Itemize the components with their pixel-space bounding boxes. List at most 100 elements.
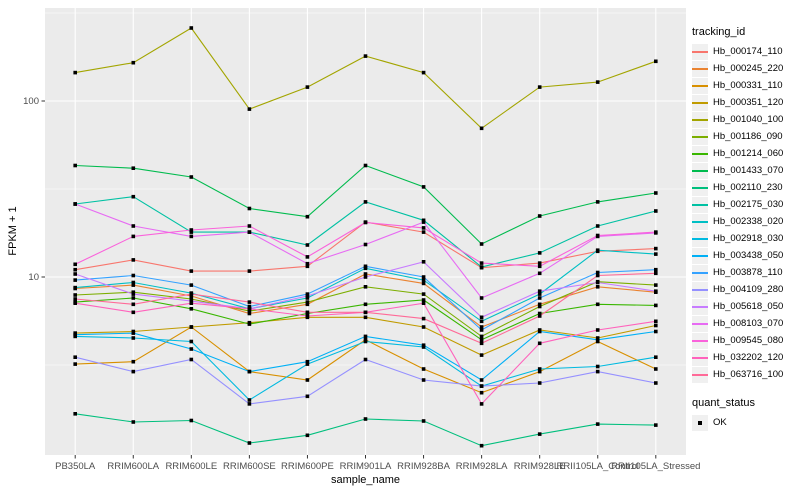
data-point [131, 310, 136, 315]
legend-item-label: Hb_005618_050 [713, 301, 784, 312]
x-tick-label: RRIM928BA [397, 461, 450, 472]
legend-line-icon [692, 169, 708, 172]
data-point [247, 369, 252, 374]
data-point [537, 329, 542, 334]
data-point [189, 297, 194, 301]
legend-key-swatch [692, 77, 708, 94]
x-tick-label: PB350LA [55, 461, 96, 472]
data-point [421, 260, 426, 264]
data-point [537, 214, 542, 218]
data-point [131, 336, 136, 340]
data-point [247, 206, 252, 211]
data-point [189, 301, 194, 305]
legend-key-swatch [692, 349, 708, 366]
data-point [305, 359, 310, 364]
legend-line-icon [692, 220, 708, 223]
x-tick-label: RRIM928LA [456, 461, 508, 472]
data-point [421, 220, 426, 224]
data-point [479, 319, 484, 324]
legend-key-swatch [692, 60, 708, 77]
legend-line-icon [692, 373, 708, 376]
x-tick-label: RRII105LA_Control [557, 461, 639, 472]
data-point [479, 126, 484, 131]
data-point [305, 378, 310, 382]
data-point [73, 285, 77, 290]
x-tick-label: RRIM928LE [514, 461, 566, 472]
data-point [73, 278, 77, 282]
legend-line-icon [692, 84, 708, 87]
data-point [73, 362, 77, 366]
data-point [479, 328, 484, 332]
data-point [305, 300, 310, 304]
legend-item-label: Hb_008103_070 [713, 318, 784, 329]
data-point [305, 302, 310, 307]
legend-item-label: Hb_000331_110 [713, 80, 783, 91]
legend-item-Hb_000351_120: Hb_000351_120 [692, 94, 798, 111]
data-point [73, 412, 77, 416]
data-point [595, 280, 600, 285]
data-point [595, 248, 600, 252]
data-point [131, 283, 136, 287]
data-point [537, 369, 542, 374]
legend-item-Hb_009545_080: Hb_009545_080 [692, 332, 798, 349]
data-point [189, 294, 194, 298]
data-point [247, 309, 252, 313]
data-point [73, 355, 77, 359]
data-point [595, 422, 600, 426]
data-point [595, 270, 600, 275]
data-point [189, 234, 194, 239]
data-point [73, 267, 77, 272]
legend-line-icon [692, 135, 708, 138]
legend-line-icon [692, 186, 708, 189]
legend-key-swatch [692, 43, 708, 60]
legend-item-label: OK [713, 417, 727, 428]
legend-item-label: Hb_004109_280 [713, 284, 784, 295]
legend-key-swatch [692, 247, 708, 264]
data-point [131, 273, 136, 278]
data-point [131, 296, 136, 300]
legend-square-point-icon [698, 420, 702, 425]
data-point [479, 378, 484, 382]
data-point [305, 310, 310, 315]
data-point [421, 301, 426, 305]
legend-item-Hb_003438_050: Hb_003438_050 [692, 247, 798, 264]
data-point [537, 292, 542, 296]
legend-item-label: Hb_001214_060 [713, 148, 784, 159]
legend-item-Hb_000174_110: Hb_000174_110 [692, 43, 798, 60]
data-point [363, 54, 368, 58]
data-point [73, 301, 77, 305]
data-point [131, 420, 136, 424]
legend-key-swatch [692, 281, 708, 298]
data-point [537, 367, 542, 371]
data-point [654, 329, 658, 334]
data-point [479, 338, 484, 342]
legend-line-icon [692, 203, 708, 206]
data-point [305, 264, 310, 269]
legend-key-swatch [692, 111, 708, 128]
data-point [479, 390, 484, 395]
data-point [421, 230, 426, 234]
data-point [479, 242, 484, 246]
data-point [363, 200, 368, 204]
legend-key-swatch [692, 213, 708, 230]
data-point [479, 261, 484, 265]
data-point [73, 70, 77, 75]
data-point [654, 252, 658, 256]
data-point [305, 314, 310, 318]
data-point [421, 378, 426, 382]
legend-item-quant-ok: OK [692, 414, 798, 431]
legend-title-tracking-id: tracking_id [692, 26, 746, 38]
data-point [131, 258, 136, 262]
legend-item-Hb_003878_110: Hb_003878_110 [692, 264, 798, 281]
data-point [537, 304, 542, 309]
data-point [537, 271, 542, 276]
legend-line-icon [692, 356, 708, 359]
y-axis-title: FPKM + 1 [7, 206, 19, 256]
data-point [247, 311, 252, 316]
legend-item-label: Hb_001040_100 [713, 114, 784, 125]
legend-key-swatch [692, 128, 708, 145]
data-point [421, 275, 426, 279]
data-point [654, 246, 658, 251]
data-point [654, 283, 658, 287]
data-point [189, 347, 194, 351]
